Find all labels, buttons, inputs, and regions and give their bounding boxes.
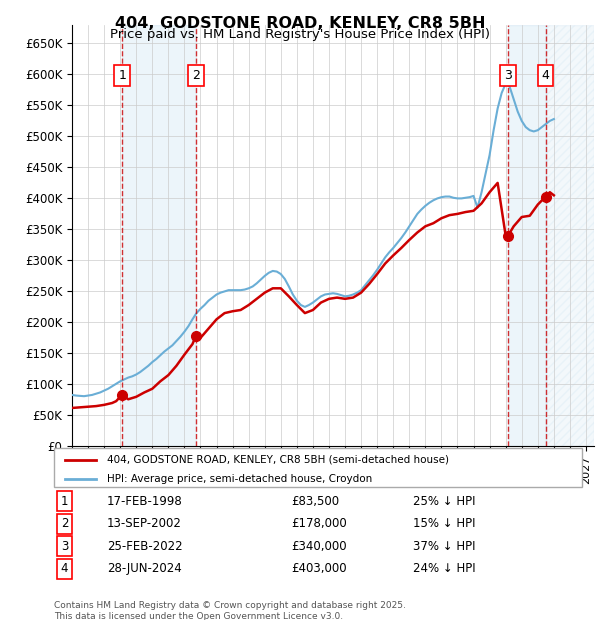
Text: 25-FEB-2022: 25-FEB-2022 [107, 539, 182, 552]
Text: 28-JUN-2024: 28-JUN-2024 [107, 562, 182, 575]
Text: 13-SEP-2002: 13-SEP-2002 [107, 517, 182, 530]
Text: £403,000: £403,000 [292, 562, 347, 575]
Text: Price paid vs. HM Land Registry's House Price Index (HPI): Price paid vs. HM Land Registry's House … [110, 28, 490, 41]
Text: £83,500: £83,500 [292, 495, 340, 508]
Text: Contains HM Land Registry data © Crown copyright and database right 2025.
This d: Contains HM Land Registry data © Crown c… [54, 601, 406, 620]
Text: 3: 3 [504, 69, 512, 82]
Text: 2: 2 [61, 517, 68, 530]
Text: 404, GODSTONE ROAD, KENLEY, CR8 5BH: 404, GODSTONE ROAD, KENLEY, CR8 5BH [115, 16, 485, 30]
FancyBboxPatch shape [54, 448, 582, 487]
Text: 1: 1 [118, 69, 126, 82]
Text: 37% ↓ HPI: 37% ↓ HPI [413, 539, 476, 552]
Text: 17-FEB-1998: 17-FEB-1998 [107, 495, 182, 508]
Text: 4: 4 [542, 69, 550, 82]
Text: 3: 3 [61, 539, 68, 552]
Text: 1: 1 [61, 495, 68, 508]
Text: 4: 4 [61, 562, 68, 575]
Text: 2: 2 [192, 69, 200, 82]
Text: HPI: Average price, semi-detached house, Croydon: HPI: Average price, semi-detached house,… [107, 474, 372, 484]
Text: 25% ↓ HPI: 25% ↓ HPI [413, 495, 476, 508]
Text: 15% ↓ HPI: 15% ↓ HPI [413, 517, 476, 530]
Text: 24% ↓ HPI: 24% ↓ HPI [413, 562, 476, 575]
Text: £178,000: £178,000 [292, 517, 347, 530]
Text: 404, GODSTONE ROAD, KENLEY, CR8 5BH (semi-detached house): 404, GODSTONE ROAD, KENLEY, CR8 5BH (sem… [107, 455, 449, 465]
Bar [122, 25, 196, 446]
Text: £340,000: £340,000 [292, 539, 347, 552]
Bar [508, 25, 545, 446]
Bar [545, 25, 594, 446]
